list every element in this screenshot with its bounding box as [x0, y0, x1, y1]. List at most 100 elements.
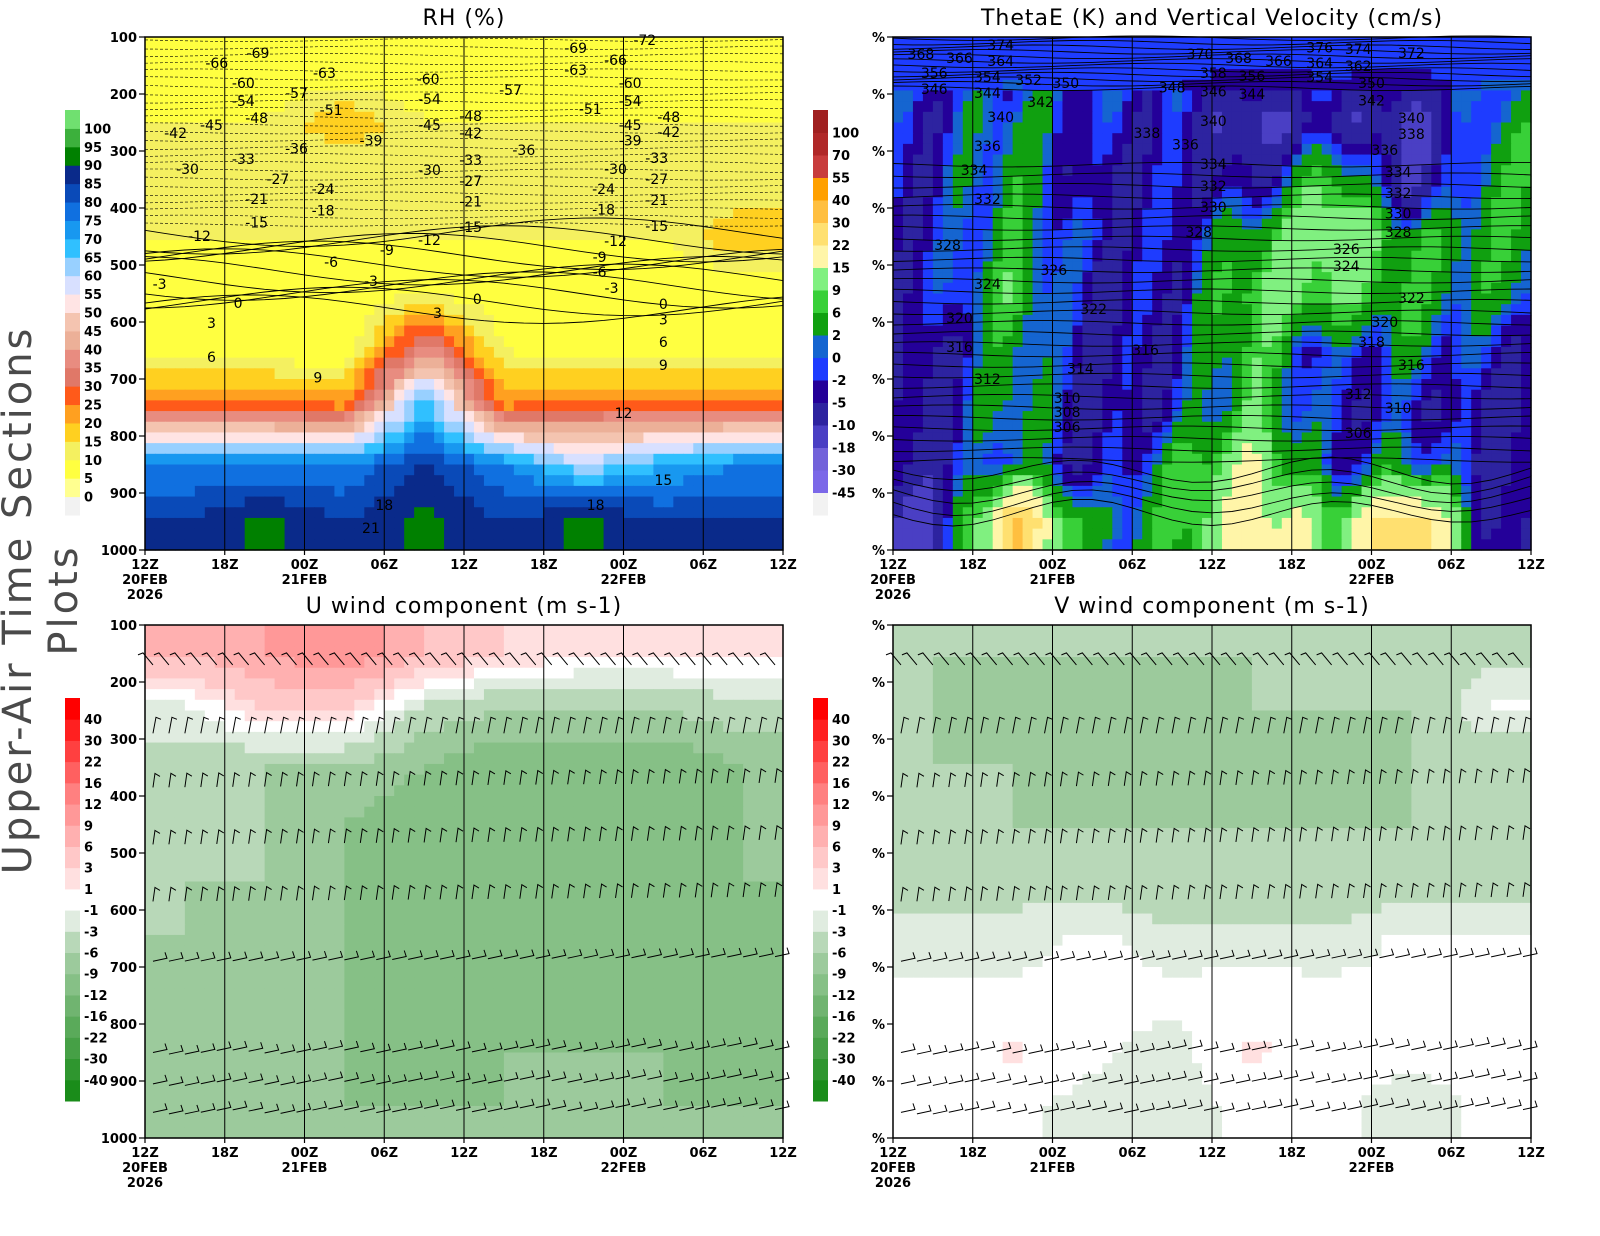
heatmap-cell: [942, 261, 954, 273]
heatmap-cell: [543, 443, 555, 455]
heatmap-cell: [1112, 143, 1123, 156]
heatmap-cell: [902, 58, 914, 70]
heatmap-cell: [613, 421, 625, 434]
heatmap-cell: [593, 517, 605, 530]
heatmap-cell: [1132, 111, 1143, 124]
heatmap-cell: [573, 368, 585, 380]
heatmap-cell: [354, 443, 365, 455]
heatmap-cell: [1311, 143, 1323, 156]
heatmap-cell: [1022, 165, 1034, 177]
heatmap-cell: [593, 539, 605, 551]
heatmap-cell: [663, 485, 674, 498]
colorbar-label: 95: [84, 141, 102, 156]
heatmap-cell: [464, 90, 475, 102]
heatmap-cell: [304, 69, 316, 81]
heatmap-cell: [503, 293, 515, 305]
heatmap-cell: [1122, 208, 1133, 220]
heatmap-cell: [573, 101, 585, 113]
heatmap-cell: [374, 314, 385, 327]
heatmap-cell: [1501, 79, 1512, 92]
heatmap-cell: [284, 368, 296, 380]
heatmap-cell: [1381, 229, 1393, 241]
heatmap-cell: [284, 443, 296, 455]
heatmap-cell: [583, 293, 595, 305]
heatmap-cell: [982, 47, 994, 59]
heatmap-cell: [1122, 143, 1133, 156]
heatmap-cell: [145, 90, 156, 102]
heatmap-cell: [513, 282, 525, 295]
heatmap-cell: [1202, 143, 1213, 156]
heatmap-cell: [1032, 282, 1044, 295]
heatmap-cell: [414, 507, 425, 519]
heatmap-cell: [145, 421, 156, 434]
heatmap-cell: [952, 79, 964, 92]
colorbar-swatch: [65, 128, 80, 148]
heatmap-cell: [902, 143, 914, 156]
heatmap-cell: [693, 79, 704, 92]
heatmap-cell: [922, 293, 934, 305]
heatmap-cell: [1341, 197, 1353, 209]
heatmap-cell: [1062, 133, 1074, 145]
heatmap-cell: [1341, 186, 1353, 198]
heatmap-cell: [214, 496, 226, 508]
heatmap-cell: [932, 175, 944, 188]
heatmap-cell: [1491, 261, 1502, 273]
heatmap-cell: [1112, 90, 1123, 102]
heatmap-cell: [563, 464, 575, 476]
heatmap-cell: [145, 357, 156, 369]
heatmap-cell: [1261, 122, 1273, 134]
heatmap-cell: [533, 175, 545, 188]
heatmap-cell: [713, 528, 724, 540]
heatmap-cell: [304, 154, 316, 166]
heatmap-cell: [264, 539, 276, 551]
heatmap-cell: [1411, 90, 1422, 102]
heatmap-cell: [454, 154, 465, 166]
heatmap-cell: [473, 432, 485, 444]
heatmap-cell: [1052, 197, 1064, 209]
heatmap-cell: [1241, 79, 1253, 92]
contour-label: 6: [207, 350, 216, 366]
heatmap-cell: [473, 421, 485, 434]
heatmap-cell: [523, 379, 535, 391]
heatmap-cell: [454, 101, 465, 113]
isotherm-line: [144, 122, 783, 127]
heatmap-cell: [374, 240, 385, 252]
heatmap-cell: [1032, 90, 1044, 102]
heatmap-cell: [1172, 111, 1183, 124]
heatmap-cell: [942, 165, 954, 177]
heatmap-cell: [1381, 154, 1393, 166]
heatmap-cell: [533, 261, 545, 273]
heatmap-cell: [653, 122, 664, 134]
heatmap-cell: [962, 154, 974, 166]
heatmap-cell: [1351, 229, 1363, 241]
heatmap-cell: [623, 90, 635, 102]
heatmap-cell: [1521, 261, 1532, 273]
heatmap-cell: [1112, 282, 1123, 295]
heatmap-cell: [145, 133, 156, 145]
heatmap-cell: [553, 336, 565, 348]
heatmap-cell: [1251, 111, 1263, 124]
heatmap-cell: [693, 101, 704, 113]
heatmap-cell: [523, 37, 535, 49]
heatmap-cell: [174, 165, 186, 177]
heatmap-cell: [473, 528, 485, 540]
colorbar-label: 25: [84, 399, 102, 414]
heatmap-cell: [753, 389, 764, 401]
heatmap-cell: [1182, 37, 1193, 49]
heatmap-cell: [184, 218, 196, 230]
heatmap-cell: [703, 90, 714, 102]
heatmap-cell: [563, 143, 575, 156]
heatmap-cell: [703, 432, 714, 444]
heatmap-cell: [164, 37, 176, 49]
heatmap-cell: [643, 336, 655, 348]
heatmap-cell: [384, 293, 395, 305]
heatmap-cell: [1521, 229, 1532, 241]
heatmap-cell: [513, 517, 525, 530]
heatmap-cell: [693, 165, 704, 177]
heatmap-cell: [763, 539, 774, 551]
heatmap-cell: [972, 101, 984, 113]
heatmap-cell: [1311, 261, 1323, 273]
heatmap-cell: [932, 250, 944, 263]
heatmap-cell: [773, 432, 784, 444]
heatmap-cell: [1102, 165, 1113, 177]
